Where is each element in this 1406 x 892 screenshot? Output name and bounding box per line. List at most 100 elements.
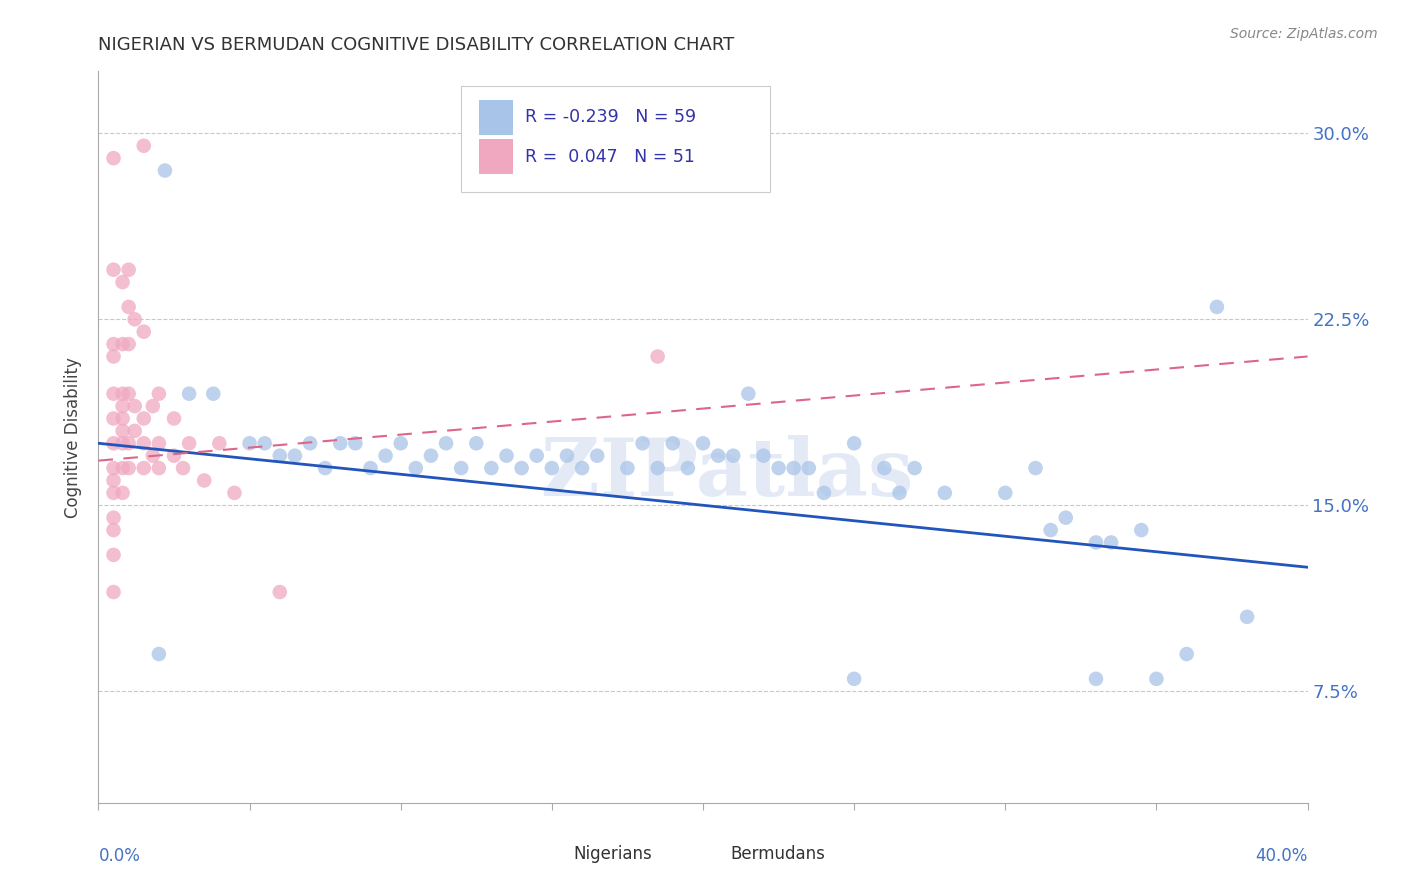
Point	[132, 325, 155, 339]
Text: 40.0%: 40.0%	[1256, 847, 1308, 864]
Point	[1099, 535, 1122, 549]
Point	[526, 449, 548, 463]
Point	[360, 461, 382, 475]
Point	[103, 474, 125, 488]
Point	[118, 436, 141, 450]
Point	[676, 461, 699, 475]
Point	[707, 449, 730, 463]
Point	[723, 449, 745, 463]
Point	[555, 449, 578, 463]
Point	[163, 449, 186, 463]
Point	[118, 300, 141, 314]
FancyBboxPatch shape	[461, 86, 769, 192]
Point	[813, 486, 835, 500]
Point	[873, 461, 896, 475]
Text: Source: ZipAtlas.com: Source: ZipAtlas.com	[1230, 27, 1378, 41]
Text: Bermudans: Bermudans	[731, 845, 825, 863]
Point	[148, 461, 170, 475]
Point	[193, 474, 215, 488]
Point	[208, 436, 231, 450]
Point	[450, 461, 472, 475]
Point	[148, 647, 170, 661]
Point	[1175, 647, 1198, 661]
Point	[994, 486, 1017, 500]
Point	[571, 461, 593, 475]
Point	[103, 350, 125, 364]
Point	[142, 449, 165, 463]
Point	[132, 411, 155, 425]
Point	[647, 350, 669, 364]
Point	[540, 461, 562, 475]
Point	[124, 399, 146, 413]
Point	[405, 461, 427, 475]
Text: ZIPatlas: ZIPatlas	[541, 434, 914, 513]
Point	[118, 386, 141, 401]
Text: NIGERIAN VS BERMUDAN COGNITIVE DISABILITY CORRELATION CHART: NIGERIAN VS BERMUDAN COGNITIVE DISABILIT…	[98, 36, 735, 54]
Point	[299, 436, 322, 450]
Point	[269, 449, 291, 463]
Point	[1054, 510, 1077, 524]
Text: Nigerians: Nigerians	[574, 845, 652, 863]
Point	[797, 461, 820, 475]
Point	[661, 436, 683, 450]
Point	[132, 461, 155, 475]
Point	[510, 461, 533, 475]
Point	[202, 386, 225, 401]
Point	[103, 262, 125, 277]
Point	[103, 510, 125, 524]
Point	[111, 386, 134, 401]
Point	[692, 436, 714, 450]
Point	[1144, 672, 1167, 686]
Point	[647, 461, 669, 475]
Text: R =  0.047   N = 51: R = 0.047 N = 51	[526, 148, 695, 166]
Point	[111, 486, 134, 500]
Point	[1039, 523, 1062, 537]
Point	[889, 486, 911, 500]
FancyBboxPatch shape	[479, 100, 513, 135]
Point	[142, 399, 165, 413]
Point	[103, 548, 125, 562]
Point	[737, 386, 759, 401]
Point	[844, 672, 866, 686]
Point	[389, 436, 412, 450]
Point	[434, 436, 457, 450]
Point	[844, 436, 866, 450]
Point	[163, 411, 186, 425]
Point	[752, 449, 775, 463]
Text: 0.0%: 0.0%	[98, 847, 141, 864]
Point	[118, 461, 141, 475]
Point	[284, 449, 307, 463]
Point	[329, 436, 352, 450]
Point	[179, 386, 201, 401]
Point	[1206, 300, 1229, 314]
Point	[118, 262, 141, 277]
Point	[111, 424, 134, 438]
Point	[148, 436, 170, 450]
Point	[103, 411, 125, 425]
Point	[374, 449, 396, 463]
Point	[111, 436, 134, 450]
Point	[124, 424, 146, 438]
Point	[904, 461, 927, 475]
Point	[111, 399, 134, 413]
Point	[103, 151, 125, 165]
Point	[103, 585, 125, 599]
FancyBboxPatch shape	[690, 839, 721, 869]
Point	[314, 461, 336, 475]
Point	[586, 449, 609, 463]
Point	[481, 461, 503, 475]
Point	[132, 138, 155, 153]
Point	[1236, 610, 1258, 624]
Point	[111, 275, 134, 289]
Point	[103, 337, 125, 351]
Point	[253, 436, 276, 450]
Point	[153, 163, 176, 178]
Point	[1024, 461, 1046, 475]
Point	[103, 461, 125, 475]
Point	[103, 523, 125, 537]
Point	[768, 461, 790, 475]
Point	[1130, 523, 1153, 537]
Point	[148, 386, 170, 401]
Point	[239, 436, 262, 450]
Point	[111, 337, 134, 351]
